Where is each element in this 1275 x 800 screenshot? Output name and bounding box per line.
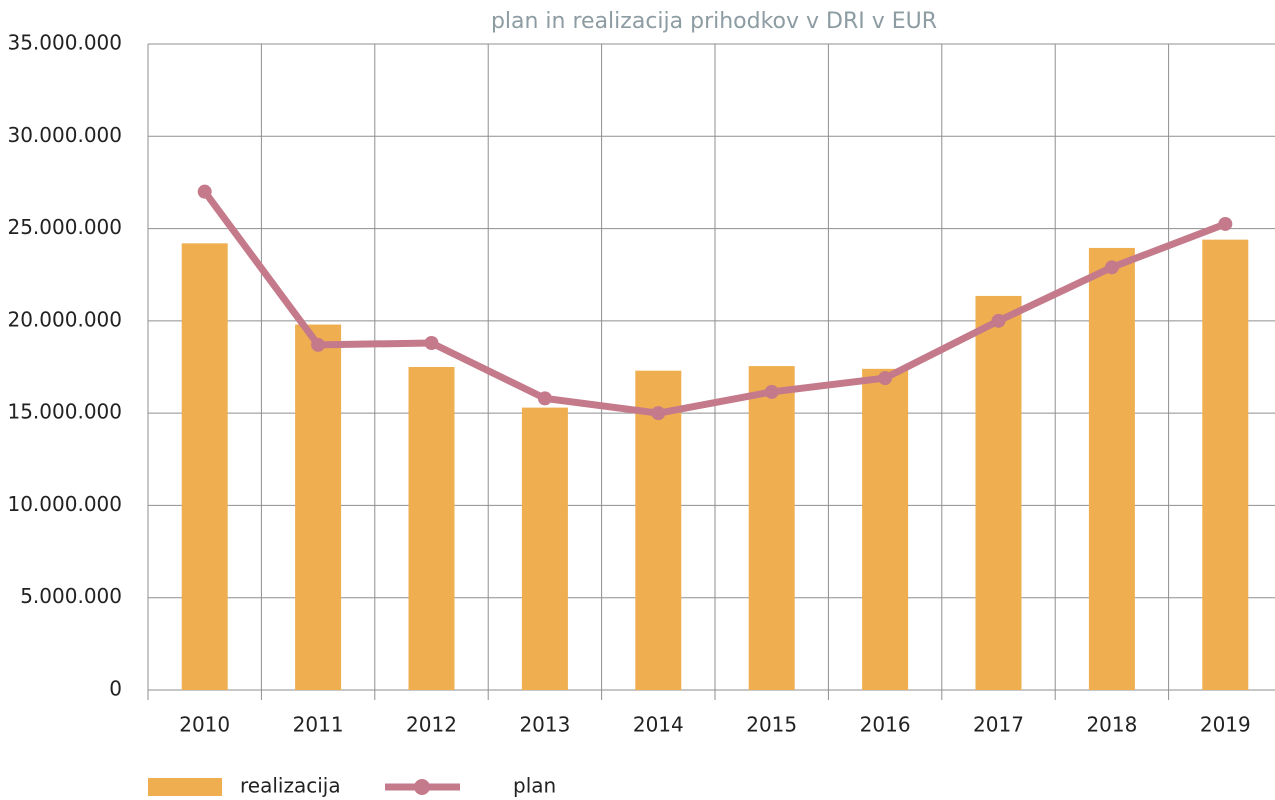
x-tick-label: 2011: [293, 713, 344, 737]
legend-label: realizacija: [240, 774, 341, 798]
y-tick-label: 30.000.000: [7, 123, 122, 147]
line-marker: [651, 406, 666, 421]
x-tick-label: 2012: [406, 713, 457, 737]
y-tick-label: 35.000.000: [7, 31, 122, 55]
y-tick-label: 15.000.000: [7, 400, 122, 424]
bar: [521, 407, 568, 690]
bar: [1088, 247, 1135, 691]
line-marker: [1218, 216, 1233, 231]
bar: [975, 295, 1022, 690]
legend-swatch: [148, 778, 222, 796]
bar: [408, 367, 455, 690]
x-tick-label: 2013: [519, 713, 570, 737]
line-marker: [311, 337, 326, 352]
bar: [862, 368, 909, 690]
y-tick-label: 0: [109, 677, 122, 701]
line-marker: [197, 184, 212, 199]
bar: [748, 366, 795, 690]
bar: [181, 243, 228, 690]
x-tick-label: 2016: [860, 713, 911, 737]
x-tick-label: 2010: [179, 713, 230, 737]
line-marker: [764, 384, 779, 399]
legend-marker: [414, 779, 430, 795]
x-tick-label: 2014: [633, 713, 684, 737]
bar: [1202, 239, 1249, 690]
x-tick-label: 2015: [746, 713, 797, 737]
y-tick-label: 20.000.000: [7, 307, 122, 331]
x-tick-label: 2019: [1200, 713, 1251, 737]
y-tick-label: 5.000.000: [20, 584, 122, 608]
line-marker: [1104, 260, 1119, 275]
line-marker: [424, 336, 439, 351]
y-tick-label: 10.000.000: [7, 492, 122, 516]
bar: [295, 324, 342, 690]
bar: [635, 370, 682, 690]
y-tick-label: 25.000.000: [7, 215, 122, 239]
legend-label: plan: [513, 774, 556, 798]
x-tick-label: 2017: [973, 713, 1024, 737]
chart-title: plan in realizacija prihodkov v DRI v EU…: [491, 9, 937, 34]
line-marker: [878, 371, 893, 386]
line-marker: [537, 391, 552, 406]
line-marker: [991, 313, 1006, 328]
line: [201, 189, 1227, 417]
x-tick-label: 2018: [1086, 713, 1137, 737]
